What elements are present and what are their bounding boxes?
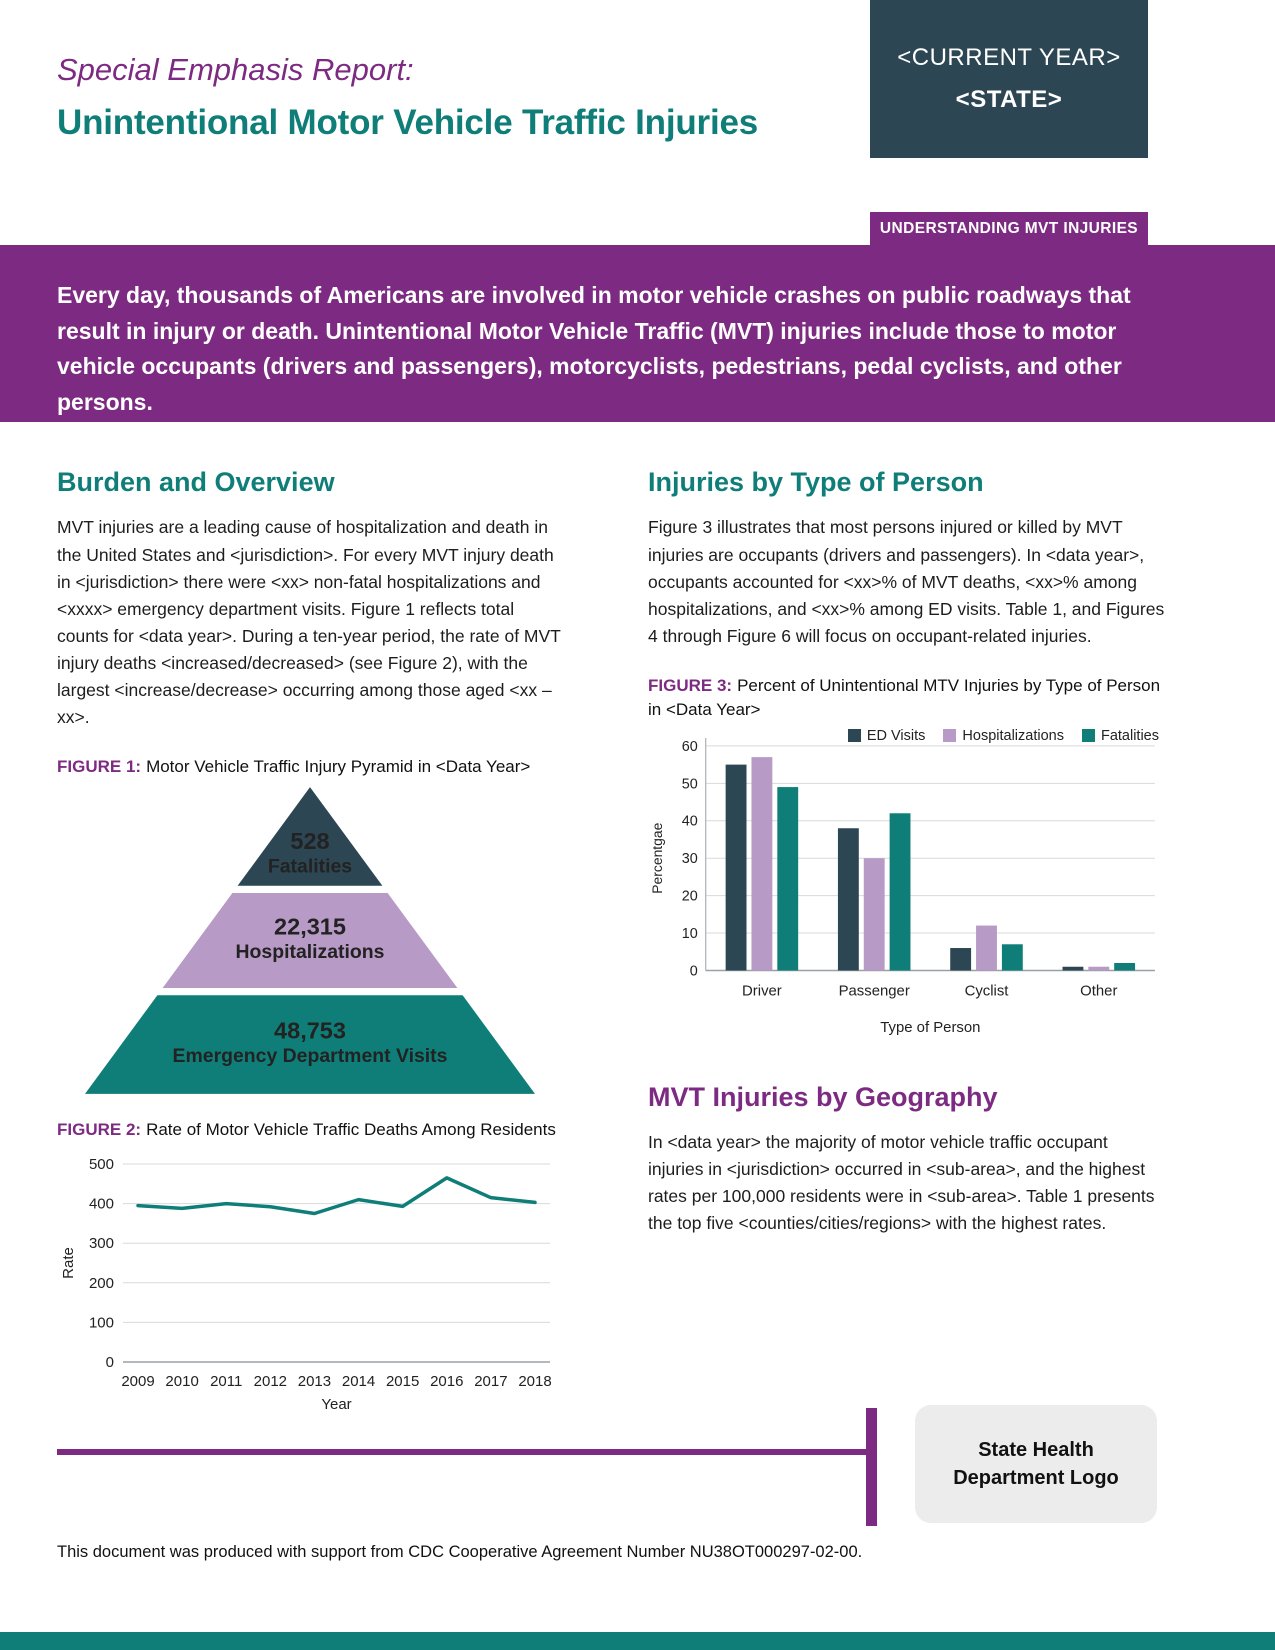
bottom-teal-strip [0,1632,1275,1650]
geography-body: In <data year> the majority of motor veh… [648,1132,1155,1234]
svg-text:10: 10 [682,926,698,942]
figure2-caption: FIGURE 2: Rate of Motor Vehicle Traffic D… [57,1118,562,1142]
svg-text:300: 300 [89,1235,114,1252]
footer-horizontal-rule [57,1449,875,1455]
svg-text:60: 60 [682,738,698,754]
legend-item-hospitalizations: Hospitalizations [943,728,1064,744]
svg-text:2015: 2015 [386,1373,419,1390]
legend-label: Hospitalizations [962,727,1064,744]
legend-label: Fatalities [1100,727,1159,744]
svg-text:100: 100 [89,1314,114,1331]
burden-heading: Burden and Overview [57,467,335,497]
legend-swatch-icon [847,729,861,743]
svg-text:50: 50 [682,776,698,792]
cdc-support-footnote: This document was produced with support … [57,1543,863,1561]
type-of-person-heading: Injuries by Type of Person [648,467,984,497]
intro-banner: Every day, thousands of Americans are in… [0,245,1275,422]
figure1-label: FIGURE 1: [57,757,142,777]
figure3-label: FIGURE 3: [648,676,733,696]
svg-text:2013: 2013 [298,1373,331,1390]
svg-text:Emergency Department Visits: Emergency Department Visits [172,1045,447,1067]
svg-text:500: 500 [89,1156,114,1173]
svg-text:2010: 2010 [165,1373,198,1390]
figure1-caption-text: Motor Vehicle Traffic Injury Pyramid in … [146,757,531,777]
svg-text:2014: 2014 [342,1373,375,1390]
figure2-caption-text: Rate of Motor Vehicle Traffic Deaths Amo… [146,1120,556,1140]
right-column: Injuries by Type of Person Figure 3 illu… [648,466,1165,1430]
state-health-logo-text: State Health Department Logo [953,1439,1119,1489]
svg-text:40: 40 [682,813,698,829]
svg-text:Cyclist: Cyclist [965,983,1010,999]
svg-text:Hospitalizations: Hospitalizations [235,941,384,963]
svg-text:2009: 2009 [121,1373,154,1390]
figure3-caption-text: Percent of Unintentional MTV Injuries by… [648,676,1161,719]
svg-text:Percentgae: Percentgae [649,822,665,893]
svg-text:400: 400 [89,1196,114,1213]
legend-swatch-icon [943,729,957,743]
svg-text:48,753: 48,753 [274,1018,346,1044]
state-health-logo-box: State Health Department Logo [915,1405,1157,1523]
current-year-placeholder: <CURRENT YEAR> [897,44,1121,71]
report-title: Unintentional Motor Vehicle Traffic Inju… [57,103,759,142]
report-kicker: Special Emphasis Report: [57,52,414,87]
figure3-legend: ED Visits Hospitalizations Fatalities [847,727,1159,744]
figure3-caption: FIGURE 3: Percent of Unintentional MTV In… [648,674,1165,722]
svg-text:Type of Person: Type of Person [880,1020,980,1036]
svg-text:528: 528 [290,828,329,854]
legend-label: ED Visits [866,727,926,744]
section-label-understanding-mvt: UNDERSTANDING MVT INJURIES [870,212,1148,245]
figure3-bar-chart: 0 10 20 30 40 50 60 Driver Passenger Cyclist Other… [649,737,1155,1036]
geography-heading: MVT Injuries by Geography [648,1081,998,1112]
footer-vertical-rule [866,1408,877,1526]
state-placeholder: <STATE> [955,86,1063,113]
svg-text:Year: Year [321,1396,351,1413]
figure3-chart-area: ED Visits Hospitalizations Fatalities 0 10 2… [648,727,1165,1053]
svg-text:30: 30 [682,851,698,867]
svg-text:0: 0 [690,963,698,979]
svg-text:Other: Other [1080,983,1117,999]
svg-text:0: 0 [106,1354,114,1371]
svg-text:2016: 2016 [430,1373,463,1390]
figure2-line-chart: 0 100 200 300 400 500 2009 2010 2011 2012 2013 2014… [60,1156,552,1413]
svg-text:22,315: 22,315 [274,914,346,940]
legend-swatch-icon [1081,729,1095,743]
svg-text:2018: 2018 [518,1373,551,1390]
intro-banner-text: Every day, thousands of Americans are in… [57,282,1131,415]
svg-text:Passenger: Passenger [839,983,910,999]
svg-text:20: 20 [682,888,698,904]
year-state-box: <CURRENT YEAR> <STATE> [870,0,1148,158]
svg-text:200: 200 [89,1275,114,1292]
left-column: Burden and Overview MVT injuries are a l… [57,466,562,1430]
svg-text:2011: 2011 [210,1373,242,1390]
svg-text:Fatalities: Fatalities [267,856,351,878]
legend-item-ed-visits: ED Visits [847,727,926,744]
figure1-caption: FIGURE 1: Motor Vehicle Traffic Injury Py… [57,755,562,779]
type-of-person-body: Figure 3 illustrates that most persons i… [648,517,1165,646]
svg-text:Driver: Driver [742,983,782,999]
burden-body: MVT injuries are a leading cause of hosp… [57,517,561,728]
legend-item-fatalities: Fatalities [1081,727,1159,744]
main-columns: Burden and Overview MVT injuries are a l… [57,466,1165,1430]
figure2-label: FIGURE 2: [57,1120,142,1140]
svg-text:2012: 2012 [254,1373,287,1390]
svg-text:Rate: Rate [60,1247,77,1279]
svg-text:2017: 2017 [474,1373,507,1390]
